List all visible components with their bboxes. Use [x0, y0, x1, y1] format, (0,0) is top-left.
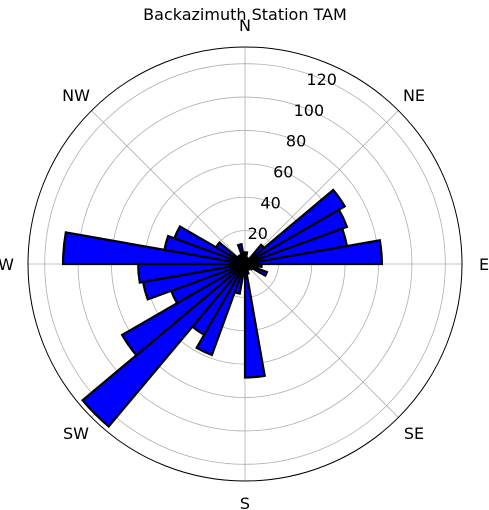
direction-label-n: N — [239, 16, 251, 35]
bar-175deg — [243, 263, 266, 379]
direction-label-se: SE — [404, 424, 424, 443]
grid-spoke-ne — [244, 110, 399, 265]
bar-355deg — [242, 257, 247, 265]
bar-55deg — [244, 188, 347, 265]
direction-label-s: S — [240, 494, 250, 510]
chart-title: Backazimuth Station TAM — [143, 5, 347, 24]
direction-label-e: E — [479, 255, 489, 274]
radial-tick-label-100: 100 — [294, 101, 325, 120]
bar-235deg — [120, 263, 246, 357]
bar-65deg — [244, 208, 349, 266]
direction-label-sw: SW — [63, 424, 89, 443]
direction-label-ne: NE — [403, 86, 425, 105]
polar-frame — [27, 46, 463, 482]
radial-tick-label-60: 60 — [273, 163, 293, 182]
bar-85deg — [244, 238, 383, 266]
radial-tick-label-40: 40 — [260, 193, 280, 212]
bars-layer — [61, 188, 383, 428]
radial-tick-label-120: 120 — [306, 70, 337, 89]
direction-label-nw: NW — [62, 86, 90, 105]
grid-spoke-se — [244, 263, 399, 418]
direction-label-w: W — [0, 255, 14, 274]
bar-225deg — [81, 263, 246, 428]
grid-spoke-nw — [91, 110, 246, 265]
radial-tick-label-20: 20 — [248, 224, 268, 243]
radial-tick-label-80: 80 — [286, 132, 306, 151]
axis-labels: N NE E SE S SW W NW 20 40 60 80 100 120 — [0, 16, 489, 510]
